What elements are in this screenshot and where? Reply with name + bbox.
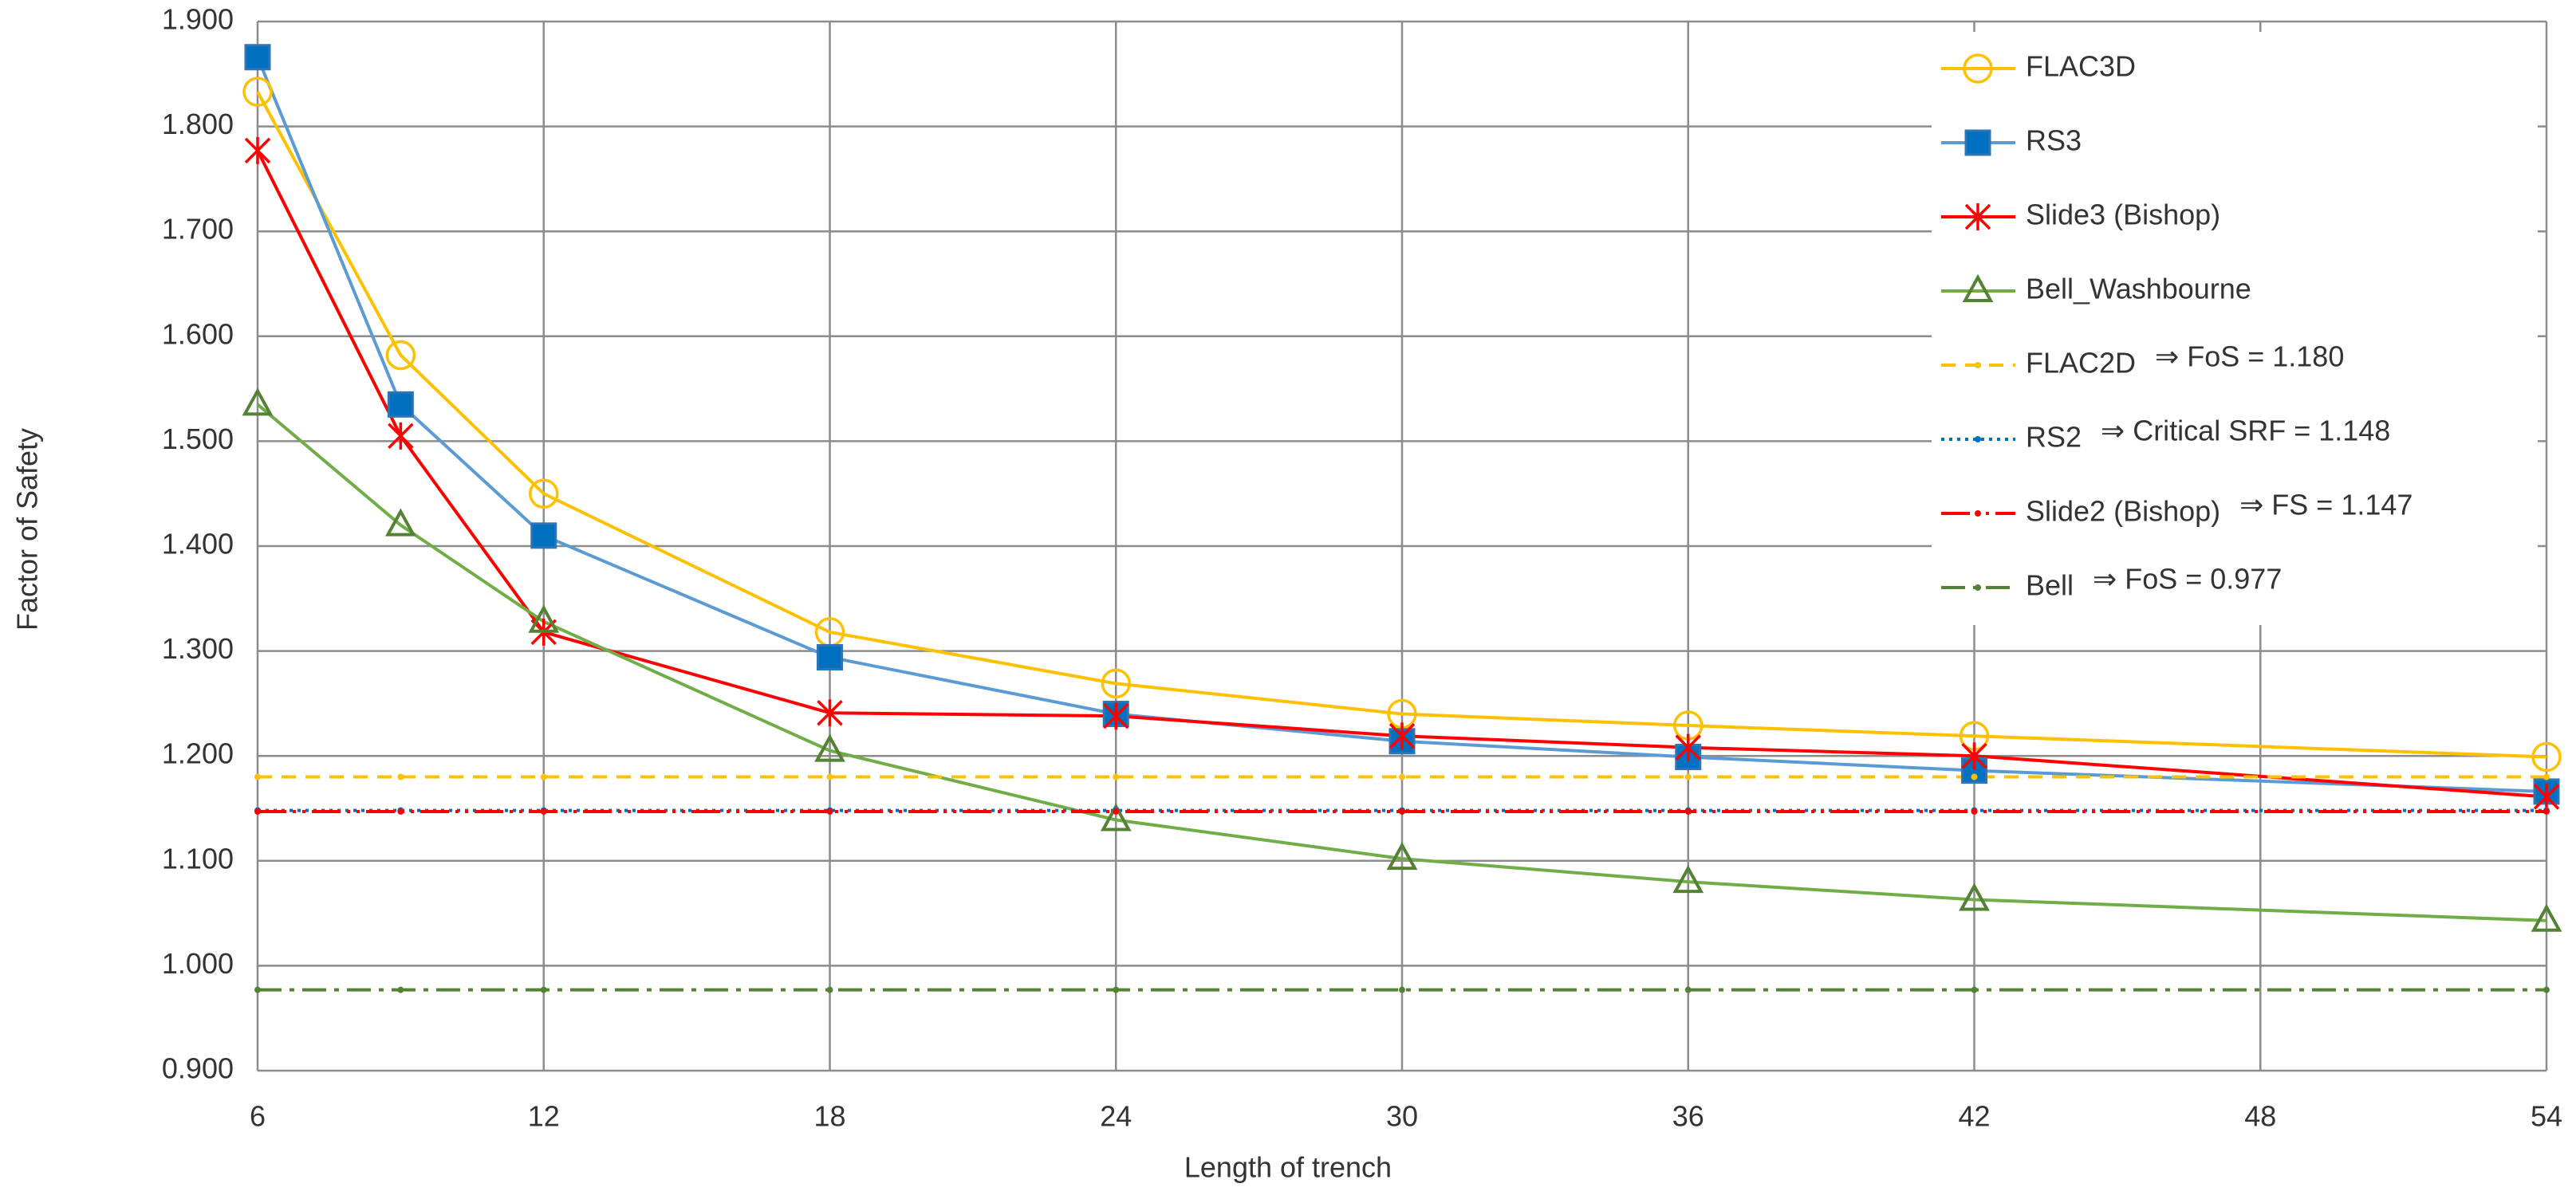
marker bbox=[1964, 129, 1991, 156]
marker bbox=[1964, 203, 1991, 230]
marker bbox=[254, 808, 261, 815]
marker bbox=[397, 986, 404, 993]
marker bbox=[1975, 510, 1981, 517]
y-tick-label: 1.900 bbox=[162, 3, 234, 36]
series-line bbox=[256, 403, 2547, 922]
marker bbox=[1100, 803, 1132, 831]
y-tick-label: 1.600 bbox=[162, 317, 234, 350]
marker bbox=[1399, 773, 1405, 780]
marker bbox=[385, 340, 416, 371]
legend-note: ⇒ Critical SRF = 1.148 bbox=[2101, 415, 2390, 447]
x-tick-label: 36 bbox=[1672, 1100, 1704, 1133]
marker bbox=[1388, 722, 1416, 750]
marker bbox=[826, 986, 833, 993]
legend-label: Bell_Washbourne bbox=[2026, 273, 2251, 305]
legend-label: FLAC3D bbox=[2026, 50, 2136, 83]
x-axis-label: Length of trench bbox=[1184, 1151, 1392, 1184]
marker bbox=[2543, 986, 2550, 993]
marker bbox=[540, 986, 547, 993]
legend-note: ⇒ FS = 1.147 bbox=[2239, 489, 2413, 521]
marker bbox=[1113, 986, 1120, 993]
marker bbox=[1103, 702, 1129, 730]
legend-note: ⇒ FoS = 1.180 bbox=[2155, 340, 2344, 373]
marker bbox=[387, 391, 414, 418]
marker bbox=[1962, 273, 1994, 302]
y-tick-label: 1.300 bbox=[162, 632, 234, 665]
marker bbox=[1971, 808, 1978, 815]
marker bbox=[529, 478, 559, 509]
legend-label: FLAC2D bbox=[2026, 347, 2136, 379]
marker bbox=[1961, 742, 1987, 770]
x-tick-label: 30 bbox=[1386, 1100, 1418, 1133]
marker bbox=[826, 808, 833, 815]
y-tick-label: 0.900 bbox=[162, 1052, 234, 1085]
x-tick-label: 48 bbox=[2244, 1100, 2276, 1133]
y-tick-label: 1.100 bbox=[162, 842, 234, 875]
marker bbox=[1975, 584, 1981, 591]
marker bbox=[397, 773, 404, 780]
x-tick-label: 18 bbox=[813, 1100, 845, 1133]
y-tick-label: 1.000 bbox=[162, 947, 234, 980]
marker bbox=[1113, 773, 1120, 780]
legend-label: RS2 bbox=[2026, 421, 2082, 454]
marker bbox=[817, 699, 843, 727]
marker bbox=[1386, 842, 1418, 871]
x-tick-label: 54 bbox=[2531, 1100, 2562, 1133]
marker bbox=[540, 773, 547, 780]
marker bbox=[2533, 783, 2560, 811]
marker bbox=[388, 422, 414, 450]
marker bbox=[1959, 883, 1990, 911]
legend-label: Slide3 (Bishop) bbox=[2026, 199, 2220, 231]
marker bbox=[244, 44, 271, 71]
x-tick-label: 6 bbox=[250, 1100, 266, 1133]
marker bbox=[2531, 903, 2562, 932]
legend-note: ⇒ FoS = 0.977 bbox=[2093, 563, 2282, 596]
marker bbox=[397, 808, 404, 815]
marker bbox=[826, 773, 833, 780]
marker bbox=[242, 387, 274, 416]
marker bbox=[2531, 741, 2562, 772]
marker bbox=[1971, 773, 1978, 780]
marker bbox=[1975, 362, 1981, 368]
legend-box bbox=[1932, 32, 2538, 625]
y-tick-label: 1.800 bbox=[162, 108, 234, 140]
x-tick-label: 12 bbox=[528, 1100, 560, 1133]
marker bbox=[528, 604, 560, 633]
marker bbox=[1684, 808, 1692, 815]
marker bbox=[1101, 668, 1131, 699]
legend-label: Slide2 (Bishop) bbox=[2026, 495, 2220, 528]
marker bbox=[1684, 986, 1692, 993]
marker bbox=[1971, 986, 1978, 993]
y-axis-label: Factor of Safety bbox=[11, 428, 44, 631]
y-tick-label: 1.200 bbox=[162, 737, 234, 770]
marker bbox=[1399, 986, 1405, 993]
marker bbox=[242, 77, 273, 107]
marker bbox=[1675, 733, 1701, 761]
y-tick-label: 1.400 bbox=[162, 528, 234, 560]
legend-label: RS3 bbox=[2026, 124, 2082, 157]
marker bbox=[1684, 773, 1692, 780]
marker bbox=[254, 986, 261, 993]
marker bbox=[244, 136, 271, 164]
marker bbox=[2543, 773, 2550, 780]
y-tick-label: 1.500 bbox=[162, 423, 234, 455]
series-line bbox=[256, 91, 2547, 759]
marker bbox=[254, 773, 261, 780]
marker bbox=[530, 522, 557, 549]
marker bbox=[2543, 808, 2550, 815]
marker bbox=[814, 733, 845, 762]
marker bbox=[1963, 53, 1993, 84]
x-tick-label: 42 bbox=[1958, 1100, 1990, 1133]
marker bbox=[1113, 808, 1120, 815]
marker bbox=[540, 808, 547, 815]
x-tick-label: 24 bbox=[1100, 1100, 1132, 1133]
legend-label: Bell bbox=[2026, 569, 2074, 602]
marker bbox=[1672, 864, 1704, 894]
marker bbox=[384, 508, 416, 537]
marker bbox=[817, 643, 843, 670]
marker bbox=[1399, 808, 1405, 815]
marker bbox=[1975, 436, 1981, 442]
y-tick-label: 1.700 bbox=[162, 213, 234, 246]
